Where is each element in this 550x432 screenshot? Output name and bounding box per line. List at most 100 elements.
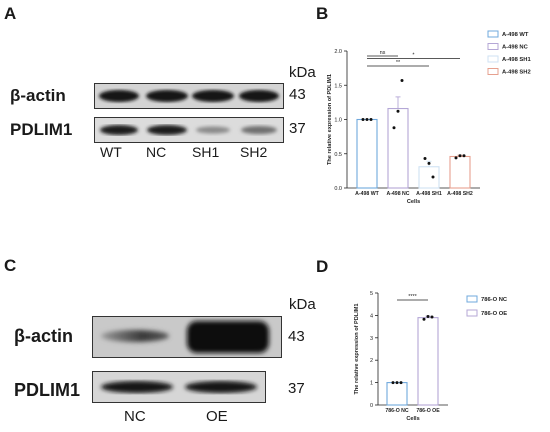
- y-tick-label: 5: [370, 291, 373, 297]
- bar: [386, 382, 408, 406]
- band: [101, 381, 173, 393]
- blot-a-pdlim1-bands: [100, 125, 277, 135]
- data-point: [396, 109, 400, 113]
- data-point: [369, 118, 373, 121]
- legend-swatch: [487, 55, 499, 63]
- blot-a-pdlim1-mw: 37: [289, 120, 306, 137]
- data-point: [431, 175, 435, 179]
- legend-label: A-498 WT: [502, 32, 529, 38]
- legend-swatch: [466, 309, 478, 317]
- y-tick-label: 3: [370, 336, 373, 342]
- data-point: [392, 126, 396, 130]
- blot-c-lane-oe: OE: [206, 408, 228, 425]
- significance-label: ****: [408, 294, 417, 300]
- y-tick-label: 1.5: [334, 83, 342, 89]
- x-tick-label: A-498 SH1: [416, 191, 442, 197]
- data-point: [400, 78, 404, 82]
- y-tick-label: 0: [370, 403, 373, 409]
- band: [146, 90, 188, 102]
- legend-swatch: [487, 68, 499, 75]
- bar: [417, 317, 439, 406]
- band: [192, 90, 234, 102]
- blot-a-lane-sh1: SH1: [192, 144, 220, 160]
- blot-c-kda-label: kDa: [289, 296, 316, 313]
- panel-label-a: A: [4, 4, 17, 23]
- blot-a-lane-nc: NC: [146, 144, 167, 160]
- band: [101, 330, 169, 342]
- chart-b: 0.0 0.5 1.0 1.5 2.0 The relative expression o…: [327, 30, 531, 205]
- significance-label: ns: [380, 50, 386, 56]
- legend-label: 786-O OE: [481, 311, 507, 317]
- band: [187, 321, 269, 353]
- band: [147, 125, 187, 135]
- blot-a-actin-membrane: [94, 83, 284, 109]
- blot-a-lane-wt: WT: [100, 144, 122, 160]
- data-point: [426, 315, 430, 319]
- blot-c-actin-membrane: [92, 316, 282, 358]
- blot-a-actin-mw: 43: [289, 86, 306, 103]
- band: [196, 126, 230, 134]
- bar: [449, 155, 471, 189]
- blot-a-actin-label: β-actin: [10, 86, 66, 105]
- x-tick-label: A-498 SH2: [447, 191, 473, 197]
- y-tick-label: 1: [370, 381, 373, 387]
- blot-a-lane-sh2: SH2: [240, 144, 268, 160]
- legend-label: A-498 NC: [502, 45, 529, 51]
- data-point: [399, 381, 403, 385]
- x-tick-label: 786-O NC: [385, 408, 409, 414]
- data-point: [423, 157, 427, 161]
- band: [239, 90, 279, 102]
- blot-c-pdlim1-mw: 37: [288, 380, 305, 397]
- band: [99, 90, 139, 102]
- blot-c-actin-mw: 43: [288, 328, 305, 345]
- bar: [387, 107, 409, 189]
- y-tick-label: 2: [370, 358, 373, 364]
- data-point: [458, 154, 462, 158]
- legend-swatch: [466, 295, 478, 303]
- blot-c-pdlim1-label: PDLIM1: [14, 380, 81, 400]
- data-point: [430, 315, 434, 319]
- data-point: [361, 118, 365, 121]
- x-tick-label: 786-O OE: [416, 408, 440, 414]
- blot-a-kda-label: kDa: [289, 64, 316, 81]
- panel-label-d: D: [316, 257, 329, 276]
- chart-d: 0 1 2 3 4 5 The relative expression of PDLIM1 7…: [354, 291, 508, 422]
- x-tick-label: A-498 NC: [386, 191, 409, 197]
- band: [185, 381, 257, 393]
- legend-label: A-498 SH1: [502, 57, 531, 63]
- x-axis-label: Cells: [407, 199, 420, 205]
- y-axis-label: The relative expression of PDLIM1: [354, 303, 360, 394]
- y-tick-label: 4: [370, 313, 373, 319]
- data-point: [422, 317, 426, 321]
- data-point: [454, 156, 458, 160]
- blot-c-actin-bands: [101, 321, 269, 353]
- blot-c-pdlim1-membrane: [92, 371, 266, 403]
- legend-label: 786-O NC: [481, 297, 508, 303]
- blot-c-actin-label: β-actin: [14, 326, 73, 346]
- bar: [418, 166, 440, 189]
- panel-label-b: B: [316, 4, 329, 23]
- y-tick-label: 0.5: [334, 152, 342, 158]
- data-point: [427, 161, 431, 165]
- y-tick-label: 1.0: [334, 118, 342, 124]
- legend-label: A-498 SH2: [502, 70, 531, 76]
- blot-a-actin-bands: [99, 90, 279, 102]
- panel-label-c: C: [4, 256, 17, 275]
- data-point: [462, 154, 466, 158]
- blot-a-pdlim1-membrane: [94, 117, 284, 143]
- bar: [356, 118, 378, 189]
- significance-label: **: [396, 60, 401, 66]
- y-axis-label: The relative expression of PDLIM1: [327, 74, 333, 165]
- data-point: [395, 381, 399, 385]
- x-tick-label: A-498 WT: [355, 191, 379, 197]
- data-point: [365, 118, 369, 121]
- y-tick-label: 0.0: [334, 186, 342, 192]
- legend-swatch: [487, 43, 499, 50]
- x-axis-label: Cells: [406, 416, 419, 422]
- data-point: [391, 381, 395, 385]
- y-tick-label: 2.0: [334, 49, 342, 55]
- blot-a-pdlim1-label: PDLIM1: [10, 120, 73, 139]
- significance-label: *: [412, 53, 415, 59]
- band: [241, 126, 277, 134]
- band: [100, 125, 138, 135]
